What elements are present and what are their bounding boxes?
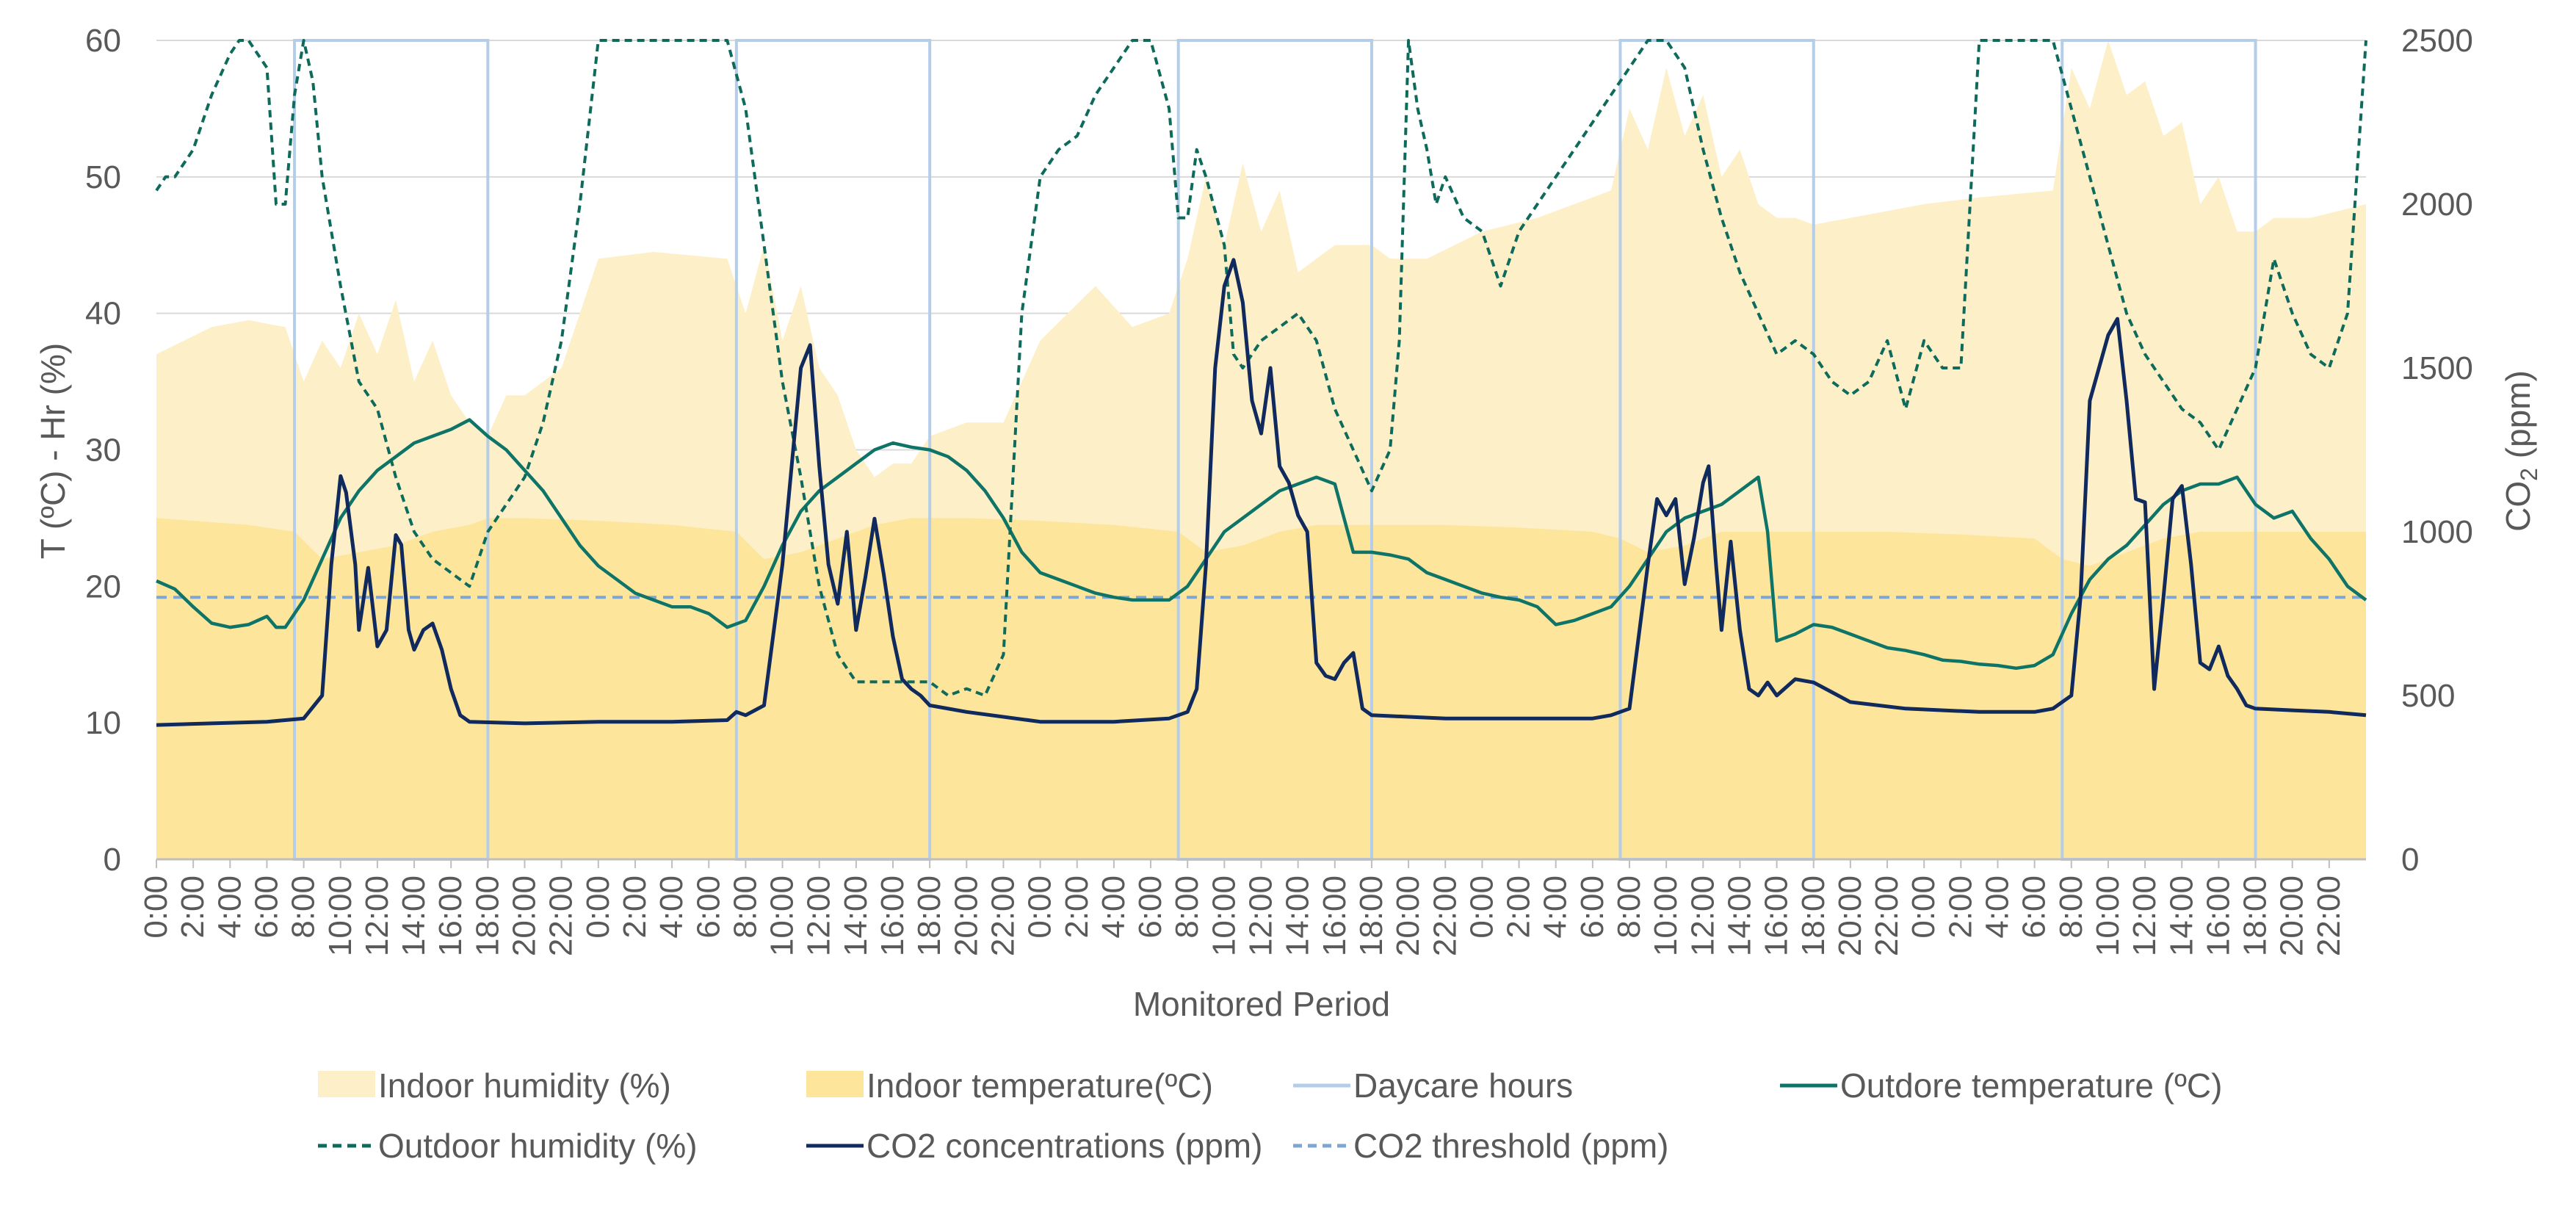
x-tick-label: 16:00 — [2200, 875, 2236, 956]
x-tick-label: 8:00 — [286, 875, 322, 939]
x-tick-label: 12:00 — [1685, 875, 1721, 956]
x-tick-label: 2:00 — [1501, 875, 1537, 939]
x-tick-label: 22:00 — [1427, 875, 1463, 956]
x-tick-label: 22:00 — [543, 875, 579, 956]
x-tick-label: 22:00 — [2311, 875, 2347, 956]
y-tick-left-label: 40 — [85, 296, 121, 332]
x-tick-label: 16:00 — [875, 875, 911, 956]
x-axis-title: Monitored Period — [1133, 985, 1390, 1023]
legend-label-co2: CO2 concentrations (ppm) — [866, 1127, 1262, 1165]
y-axis-left-title: T (ºC) - Hr (%) — [34, 343, 72, 559]
outdoor-humidity-line — [155, 39, 2367, 697]
legend-label-outdoor_humidity: Outdoor humidity (%) — [378, 1127, 698, 1165]
axes — [156, 858, 2366, 868]
y-tick-left-label: 10 — [85, 705, 121, 741]
x-tick-label: 2:00 — [1942, 875, 1978, 939]
x-tick-label: 22:00 — [985, 875, 1021, 956]
x-tick-label: 6:00 — [1132, 875, 1168, 939]
y-tick-right-label: 500 — [2401, 678, 2455, 714]
legend-swatch-indoor_temperature — [806, 1071, 864, 1097]
x-tick-label: 18:00 — [1353, 875, 1389, 956]
y-axis-right-title: CO2 (ppm) — [2499, 370, 2542, 532]
x-tick-label: 0:00 — [138, 875, 174, 939]
y-axis-right-title-main: CO — [2499, 481, 2537, 532]
y-axis-right-title-tail: (ppm) — [2499, 370, 2537, 468]
x-tick-label: 18:00 — [469, 875, 505, 956]
x-tick-label: 10:00 — [1648, 875, 1684, 956]
x-tick-label: 10:00 — [2090, 875, 2126, 956]
y-tick-left-label: 50 — [85, 159, 121, 195]
outdoor-temperature-line — [156, 418, 2367, 671]
x-tick-label: 4:00 — [654, 875, 690, 939]
x-tick-label: 20:00 — [948, 875, 984, 956]
x-tick-label: 10:00 — [764, 875, 800, 956]
x-tick-label: 16:00 — [433, 875, 468, 956]
x-tick-labels: 0:00 2:00 4:00 6:00 8:00 10:00 12:00 14:00 16:00… — [138, 875, 2347, 956]
x-tick-label: 20:00 — [507, 875, 543, 956]
y-tick-left-label: 20 — [85, 568, 121, 604]
x-tick-label: 20:00 — [2274, 875, 2310, 956]
y-tick-right-label: 1500 — [2401, 350, 2473, 386]
x-tick-label: 8:00 — [1611, 875, 1647, 939]
x-tick-label: 14:00 — [2163, 875, 2199, 956]
x-tick-label: 16:00 — [1759, 875, 1795, 956]
legend-label-indoor_temperature: Indoor temperature(ºC) — [866, 1066, 1213, 1105]
x-tick-label: 8:00 — [2053, 875, 2089, 939]
y-tick-right-label: 2500 — [2401, 23, 2473, 59]
legend-label-indoor_humidity: Indoor humidity (%) — [378, 1066, 671, 1105]
legend-label-co2_threshold: CO2 threshold (ppm) — [1353, 1127, 1669, 1165]
x-tick-label: 2:00 — [175, 875, 211, 939]
x-tick-label: 14:00 — [1721, 875, 1757, 956]
x-tick-label: 14:00 — [1280, 875, 1316, 956]
legend: Indoor humidity (%) Indoor temperature(ºC… — [318, 1066, 2222, 1165]
x-tick-label: 8:00 — [1169, 875, 1205, 939]
x-tick-label: 12:00 — [2127, 875, 2163, 956]
x-tick-label: 16:00 — [1317, 875, 1353, 956]
x-tick-label: 4:00 — [1980, 875, 2016, 939]
x-tick-label: 14:00 — [396, 875, 432, 956]
legend-label-outdoor_temperature: Outdore temperature (ºC) — [1840, 1066, 2222, 1105]
x-tick-label: 18:00 — [911, 875, 947, 956]
x-tick-label: 4:00 — [211, 875, 247, 939]
x-tick-label: 20:00 — [1390, 875, 1426, 956]
x-tick-label: 2:00 — [617, 875, 653, 939]
x-tick-label: 0:00 — [1022, 875, 1058, 939]
x-tick-label: 6:00 — [2016, 875, 2052, 939]
x-tick-label: 12:00 — [359, 875, 395, 956]
y-tick-right-label: 2000 — [2401, 187, 2473, 223]
y-tick-left-label: 30 — [85, 433, 121, 469]
y-axis-right-title-subscript: 2 — [2516, 468, 2542, 481]
x-tick-label: 0:00 — [580, 875, 616, 939]
x-tick-label: 18:00 — [1795, 875, 1831, 956]
legend-swatch-indoor_humidity — [318, 1071, 375, 1097]
x-tick-label: 12:00 — [1243, 875, 1279, 956]
co2-concentration-line — [156, 258, 2367, 727]
x-tick-label: 6:00 — [690, 875, 726, 939]
y-tick-left-label: 0 — [104, 842, 121, 878]
y-tick-right-label: 0 — [2401, 842, 2419, 878]
x-tick-label: 4:00 — [1538, 875, 1574, 939]
x-tick-label: 4:00 — [1096, 875, 1132, 939]
line-series — [155, 39, 2367, 727]
x-tick-label: 0:00 — [1906, 875, 1942, 939]
y-tick-labels: 0 10 20 30 40 50 60 0 500 1000 1500 2000 2500 — [85, 23, 2473, 878]
x-tick-label: 18:00 — [2237, 875, 2273, 956]
y-tick-left-label: 60 — [85, 23, 121, 59]
y-tick-right-label: 1000 — [2401, 514, 2473, 550]
x-tick-label: 6:00 — [1574, 875, 1610, 939]
x-tick-label: 22:00 — [1869, 875, 1905, 956]
x-tick-label: 14:00 — [838, 875, 874, 956]
x-tick-label: 8:00 — [727, 875, 763, 939]
x-tick-label: 20:00 — [1832, 875, 1868, 956]
x-tick-label: 0:00 — [1464, 875, 1499, 939]
x-tick-label: 10:00 — [1206, 875, 1242, 956]
x-tick-label: 2:00 — [1059, 875, 1095, 939]
x-tick-label: 10:00 — [322, 875, 358, 956]
x-tick-label: 6:00 — [249, 875, 285, 939]
legend-label-daycare: Daycare hours — [1353, 1066, 1573, 1105]
x-tick-label: 12:00 — [801, 875, 837, 956]
